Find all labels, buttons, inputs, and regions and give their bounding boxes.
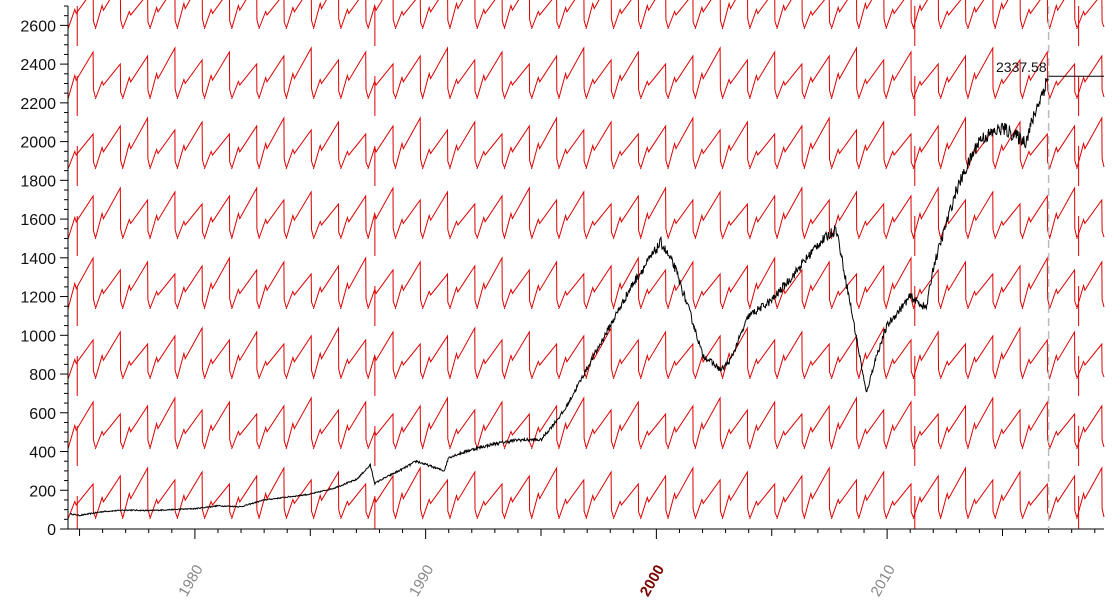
- y-tick-label: 2000: [20, 135, 56, 152]
- x-tick-label: 2000: [637, 562, 668, 599]
- y-tick-label: 400: [29, 445, 56, 462]
- x-tick-label: 1990: [406, 562, 437, 599]
- y-tick-label: 0: [47, 522, 56, 539]
- y-tick-label: 1200: [20, 290, 56, 307]
- y-tick-label: 800: [29, 367, 56, 384]
- overlay-pattern: [67, 0, 1105, 529]
- y-tick-label: 2600: [20, 18, 56, 35]
- y-tick-label: 2400: [20, 57, 56, 74]
- y-tick-label: 1000: [20, 328, 56, 345]
- y-tick-label: 1800: [20, 173, 56, 190]
- axes: [67, 6, 1104, 530]
- y-axis-ticks: 0 200 400 600 800 1000 1200 1400 1600 1800 2000 220…: [20, 5, 68, 539]
- series-line-0: [69, 76, 1050, 517]
- annotations: 2337.58: [996, 6, 1104, 529]
- x-tick-label: 1980: [175, 562, 206, 599]
- y-tick-label: 2200: [20, 96, 56, 113]
- y-tick-label: 1600: [20, 212, 56, 229]
- sawtooth-overlay: [67, 0, 1105, 520]
- y-tick-label: 600: [29, 406, 56, 423]
- x-tick-label: 2010: [868, 562, 899, 599]
- last-value-label: 2337.58: [996, 59, 1047, 75]
- series-group: [69, 76, 1050, 517]
- x-axis-ticks: 1980 1990 2000 2010: [79, 529, 1096, 599]
- y-tick-label: 200: [29, 483, 56, 500]
- y-tick-label: 1400: [20, 251, 56, 268]
